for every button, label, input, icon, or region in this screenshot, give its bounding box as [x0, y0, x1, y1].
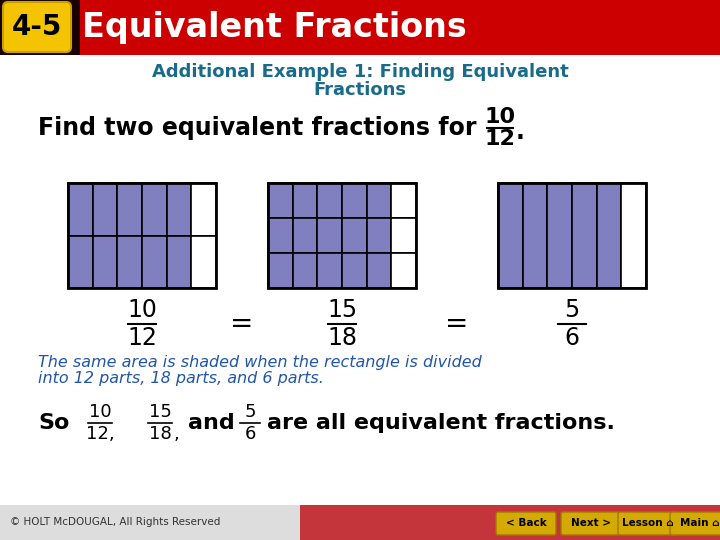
Text: Next >: Next >: [571, 518, 611, 529]
Text: Find two equivalent fractions for: Find two equivalent fractions for: [38, 116, 485, 140]
Bar: [366, 183, 392, 218]
Text: 5: 5: [564, 298, 580, 322]
Bar: [292, 253, 318, 288]
FancyBboxPatch shape: [670, 512, 720, 535]
Bar: [498, 183, 523, 288]
Bar: [366, 253, 392, 288]
Text: into 12 parts, 18 parts, and 6 parts.: into 12 parts, 18 parts, and 6 parts.: [38, 372, 324, 387]
Bar: [523, 183, 547, 288]
Bar: [342, 218, 366, 253]
Text: < Back: < Back: [505, 518, 546, 529]
Bar: [117, 183, 142, 235]
Bar: [268, 218, 292, 253]
Bar: [318, 253, 342, 288]
Text: The same area is shaded when the rectangle is divided: The same area is shaded when the rectang…: [38, 354, 482, 369]
Bar: [392, 218, 416, 253]
Text: 12: 12: [127, 326, 157, 350]
Bar: [80, 0, 720, 55]
Text: .: .: [516, 120, 525, 144]
Text: Lesson ⌂: Lesson ⌂: [622, 518, 674, 529]
Bar: [366, 218, 392, 253]
Text: Additional Example 1: Finding Equivalent: Additional Example 1: Finding Equivalent: [152, 63, 568, 81]
Text: Main ⌂: Main ⌂: [680, 518, 720, 529]
Bar: [268, 183, 292, 218]
Bar: [142, 183, 166, 235]
Text: 18: 18: [148, 425, 171, 443]
FancyBboxPatch shape: [618, 512, 678, 535]
Bar: [166, 235, 192, 288]
Bar: [166, 183, 192, 235]
Text: 12: 12: [485, 129, 516, 149]
Bar: [68, 183, 93, 235]
Bar: [300, 505, 720, 540]
FancyBboxPatch shape: [3, 2, 71, 52]
Text: Fractions: Fractions: [313, 81, 407, 99]
Bar: [192, 235, 216, 288]
Text: 15: 15: [327, 298, 357, 322]
Text: 12,: 12,: [86, 425, 114, 443]
Text: ,: ,: [174, 425, 180, 443]
Bar: [117, 235, 142, 288]
Text: 18: 18: [327, 326, 357, 350]
Bar: [597, 183, 621, 288]
Bar: [268, 253, 292, 288]
Bar: [292, 218, 318, 253]
Text: So: So: [38, 413, 69, 433]
Text: =: =: [445, 310, 469, 338]
Bar: [342, 253, 366, 288]
Bar: [0, 0, 80, 55]
Bar: [93, 183, 117, 235]
Text: are all equivalent fractions.: are all equivalent fractions.: [267, 413, 615, 433]
FancyBboxPatch shape: [496, 512, 556, 535]
Bar: [68, 235, 93, 288]
FancyBboxPatch shape: [561, 512, 621, 535]
Text: 5: 5: [244, 403, 256, 421]
Bar: [268, 183, 416, 288]
Bar: [547, 183, 572, 288]
Bar: [93, 235, 117, 288]
Bar: [68, 183, 216, 288]
Bar: [192, 183, 216, 235]
Text: 10: 10: [127, 298, 157, 322]
Text: 10: 10: [485, 107, 516, 127]
Bar: [392, 183, 416, 218]
Bar: [318, 183, 342, 218]
Bar: [392, 253, 416, 288]
Text: 10: 10: [89, 403, 112, 421]
Bar: [318, 218, 342, 253]
Text: 6: 6: [244, 425, 256, 443]
Bar: [342, 183, 366, 218]
Bar: [292, 183, 318, 218]
Text: 4-5: 4-5: [12, 13, 62, 41]
Text: Equivalent Fractions: Equivalent Fractions: [82, 10, 467, 44]
Text: 15: 15: [148, 403, 171, 421]
Bar: [142, 235, 166, 288]
Text: and: and: [188, 413, 235, 433]
Bar: [621, 183, 646, 288]
Text: =: =: [230, 310, 253, 338]
Bar: [0, 505, 720, 540]
Bar: [572, 183, 597, 288]
Bar: [498, 183, 646, 288]
Text: 6: 6: [564, 326, 580, 350]
Text: © HOLT McDOUGAL, All Rights Reserved: © HOLT McDOUGAL, All Rights Reserved: [10, 517, 220, 527]
